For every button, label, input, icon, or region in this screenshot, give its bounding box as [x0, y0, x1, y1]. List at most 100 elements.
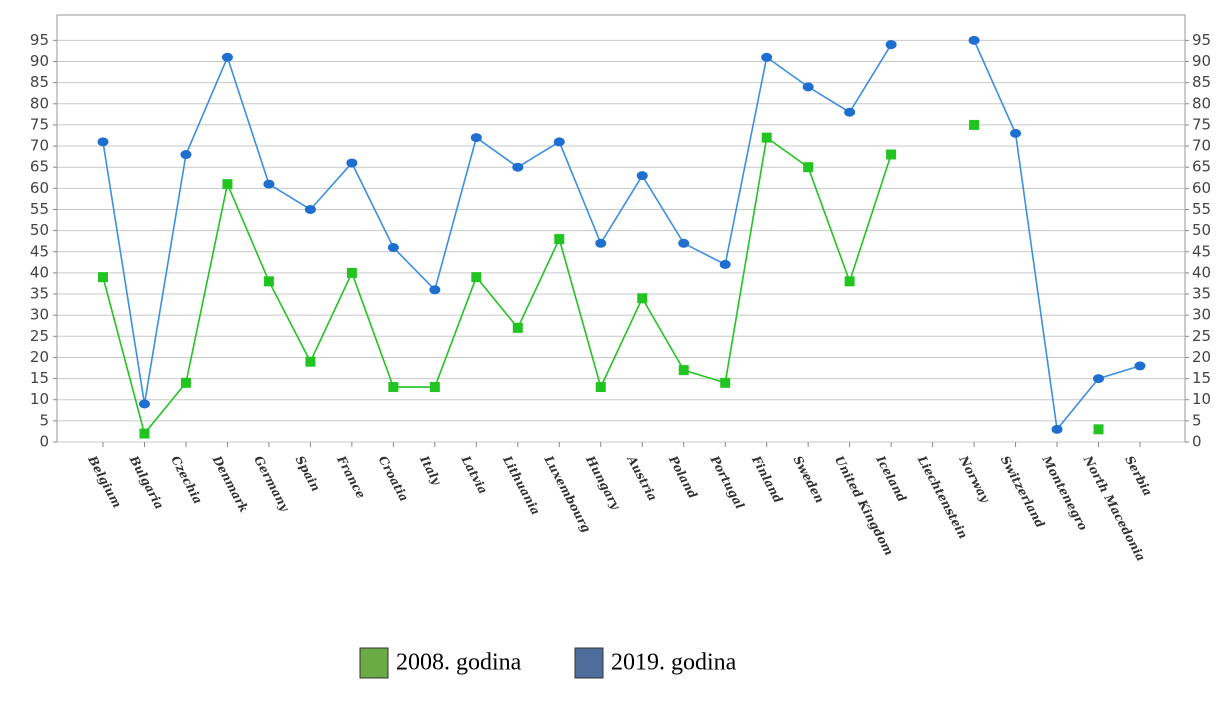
marker	[471, 272, 482, 283]
marker	[263, 179, 275, 189]
y-tick-label: 0	[39, 433, 49, 451]
y-tick-label: 50	[30, 221, 49, 239]
marker	[512, 322, 523, 333]
marker	[886, 149, 897, 160]
x-tick-label: Czechia	[168, 453, 205, 506]
marker	[97, 137, 109, 147]
x-tick-label: France	[334, 453, 369, 501]
y2-tick-label: 25	[1192, 327, 1211, 345]
y2-tick-label: 20	[1192, 348, 1211, 366]
marker	[844, 107, 856, 117]
y2-tick-label: 15	[1192, 369, 1211, 387]
y-tick-label: 55	[30, 200, 49, 218]
marker	[761, 132, 772, 143]
y2-tick-label: 70	[1192, 137, 1211, 155]
plot-area	[56, 14, 1186, 443]
marker	[595, 238, 607, 248]
legend-swatch	[359, 647, 389, 679]
marker	[553, 137, 565, 147]
marker	[180, 377, 191, 388]
marker	[98, 272, 108, 283]
x-tick-label: Bulgaria	[126, 453, 166, 512]
marker	[719, 259, 731, 269]
legend-label: 2019. godina	[611, 650, 737, 676]
y2-tick-label: 35	[1192, 285, 1211, 303]
y-tick-label: 65	[30, 158, 49, 176]
marker	[429, 285, 441, 295]
marker	[761, 52, 773, 62]
marker	[678, 238, 690, 248]
marker	[346, 158, 358, 168]
x-tick-label: Hungary	[583, 453, 624, 513]
marker	[1134, 361, 1146, 371]
y2-tick-label: 5	[1192, 411, 1202, 429]
y2-tick-label: 65	[1192, 158, 1211, 176]
y-tick-label: 70	[30, 137, 49, 155]
legend-swatch	[574, 647, 604, 679]
y-tick-label: 45	[30, 242, 49, 260]
marker	[346, 267, 357, 278]
y-tick-label: 90	[30, 52, 49, 70]
x-tick-label: Spain	[293, 453, 323, 493]
marker	[968, 35, 980, 45]
x-tick-label: Portugal	[707, 453, 747, 512]
marker	[678, 365, 689, 376]
marker	[139, 428, 150, 439]
x-tick-label: Norway	[956, 453, 993, 506]
marker	[305, 356, 316, 367]
marker	[263, 276, 274, 287]
marker	[180, 150, 192, 160]
y2-tick-label: 10	[1192, 390, 1211, 408]
x-tick-label: Germany	[251, 453, 292, 514]
y2-tick-label: 0	[1192, 433, 1202, 451]
legend-label: 2008. godina	[396, 650, 522, 676]
y2-tick-label: 45	[1192, 242, 1211, 260]
y-tick-label: 95	[30, 31, 49, 49]
y2-tick-label: 50	[1192, 221, 1211, 239]
marker	[636, 171, 648, 181]
y-tick-label: 35	[30, 285, 49, 303]
y2-tick-label: 55	[1192, 200, 1211, 218]
marker	[720, 377, 731, 388]
marker	[222, 179, 233, 190]
y-tick-label: 75	[30, 115, 49, 133]
marker	[512, 162, 524, 172]
y-tick-label: 80	[30, 94, 49, 112]
x-tick-label: Denmark	[209, 453, 251, 515]
y-tick-label: 60	[30, 179, 49, 197]
y2-tick-label: 75	[1192, 115, 1211, 133]
y2-tick-label: 85	[1192, 73, 1211, 91]
x-tick-label: Latvia	[458, 453, 490, 497]
marker	[595, 382, 606, 393]
marker	[1093, 424, 1104, 435]
x-tick-label: Serbia	[1122, 453, 1155, 498]
x-tick-label: Austria	[624, 453, 660, 504]
y-tick-label: 15	[30, 369, 49, 387]
y-tick-label: 40	[30, 263, 49, 281]
x-tick-label: Poland	[666, 453, 701, 502]
y2-tick-label: 95	[1192, 31, 1211, 49]
y2-tick-label: 40	[1192, 263, 1211, 281]
marker	[304, 204, 316, 214]
y2-tick-label: 80	[1192, 94, 1211, 112]
marker	[1093, 374, 1105, 384]
marker	[554, 234, 565, 245]
marker	[1010, 128, 1022, 138]
x-tick-label: Iceland	[873, 453, 910, 505]
marker	[387, 243, 399, 253]
x-tick-label: Finland	[748, 453, 785, 506]
x-tick-label: Italy	[417, 453, 445, 488]
marker	[885, 40, 897, 50]
y-tick-label: 85	[30, 73, 49, 91]
marker	[1051, 424, 1063, 434]
x-tick-label: Croatia	[376, 453, 412, 503]
x-tick-label: Switzerland	[998, 453, 1048, 530]
marker	[637, 293, 648, 304]
x-tick-label: Sweden	[790, 453, 826, 505]
marker	[802, 82, 814, 92]
marker	[844, 276, 855, 287]
x-tick-label: Lithuania	[500, 453, 543, 518]
y-tick-label: 10	[30, 390, 49, 408]
marker	[138, 399, 150, 409]
